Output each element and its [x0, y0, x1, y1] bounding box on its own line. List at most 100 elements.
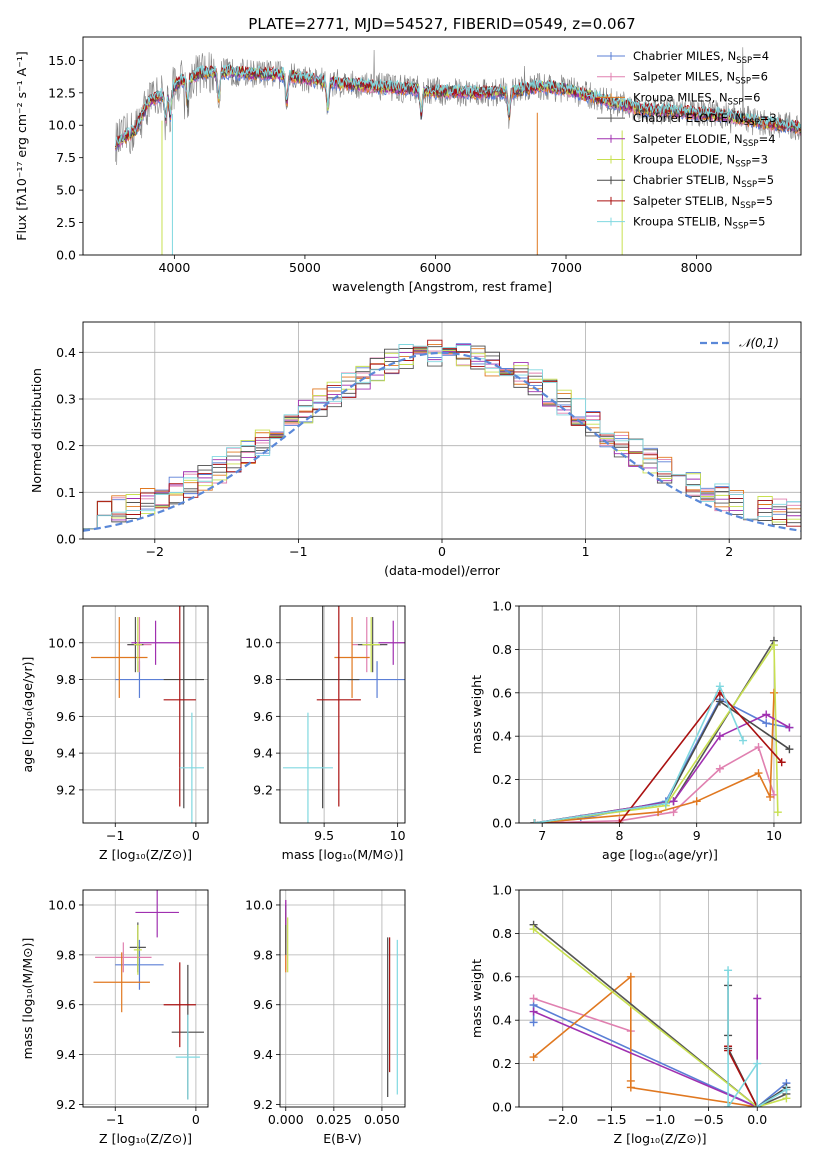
y-axis-label: mass [log₁₀(M/M⊙)]: [20, 938, 35, 1060]
axes-frame: [82, 36, 802, 256]
y-tick-label: 9.8: [253, 947, 273, 962]
plot-area: [529, 920, 791, 1107]
mass-weight-marker: [762, 710, 771, 719]
legend-value: =3: [760, 111, 777, 125]
y-axis-label: Flux [fλ10⁻¹⁷ erg cm⁻² s⁻¹ A⁻¹]: [14, 51, 29, 240]
legend-label: Salpeter ELODIE, NSSP=4: [633, 132, 776, 149]
mass-weight-series-4: [533, 998, 759, 1107]
legend-subscript: SSP: [741, 180, 757, 190]
y-tick-label: 12.5: [48, 85, 76, 100]
mass-weight-series-5: [533, 928, 787, 1107]
mass-weight-series-1: [534, 745, 775, 823]
y-tick-label: 10.0: [48, 897, 76, 912]
plot-area: [91, 606, 204, 823]
mass-weight-series-8: [534, 684, 744, 823]
legend-value: =4: [752, 49, 769, 63]
y-tick-label: 0.1: [56, 485, 76, 500]
spectrum-panel: 4000 5000 6000 7000 8000 0.0 2.5 5.0 7.5 10.0 12.5…: [14, 36, 802, 294]
mass-weight-marker: [626, 1083, 635, 1092]
histogram-panel: −2 −1 0 1 2 0.0 0.1 0.2 0.3 0.4 (data-model)/error…: [29, 321, 802, 578]
x-tick-label: 1: [582, 544, 590, 559]
legend-subscript: SSP: [736, 56, 752, 66]
x-tick-label: 0: [192, 828, 200, 843]
mass-weight-marker: [715, 732, 724, 741]
mass-weight-marker: [782, 1094, 791, 1103]
y-tick-label: 0.2: [492, 1056, 512, 1071]
y-tick-label: 9.4: [56, 746, 76, 761]
mass-weight-series-7: [534, 691, 783, 823]
x-tick-label: 9: [693, 828, 701, 843]
legend-label: Kroupa STELIB, NSSP=5: [633, 215, 765, 232]
y-axis-label: age [log₁₀(age/yr)]: [20, 657, 35, 773]
model-spectrum-8: [115, 63, 801, 146]
y-tick-label: 9.8: [253, 672, 273, 687]
mass-weight-marker: [785, 745, 794, 754]
plot-area: [285, 899, 398, 1098]
y-tick-label: 9.2: [56, 1097, 76, 1112]
x-tick-label: 0.025: [316, 1112, 352, 1127]
mass-weight-marker: [529, 925, 538, 934]
x-tick-label: 10: [766, 828, 782, 843]
mass-weight-marker: [766, 792, 775, 801]
y-tick-label: 9.6: [253, 709, 273, 724]
x-tick-label: 8000: [681, 260, 713, 275]
mass-weight-marker: [773, 808, 782, 817]
mass-weight-marker: [782, 1085, 791, 1094]
y-tick-label: 0.0: [492, 816, 512, 831]
chart-title: PLATE=2771, MJD=54527, FIBERID=0549, z=0…: [248, 15, 635, 33]
x-axis-label: Z [log₁₀(Z/Z⊙)]: [614, 1131, 707, 1146]
x-axis-label: Z [log₁₀(Z/Z⊙)]: [99, 847, 192, 862]
y-tick-label: 9.6: [56, 997, 76, 1012]
plot-area: [530, 636, 794, 823]
axes-frame: [279, 605, 406, 824]
x-axis-label: mass [log₁₀(M/M⊙)]: [282, 847, 404, 862]
y-tick-label: 5.0: [56, 183, 76, 198]
y-tick-label: 0.4: [492, 1013, 512, 1028]
x-tick-label: 0: [438, 544, 446, 559]
x-tick-label: 6000: [420, 260, 452, 275]
spectrum-legend: Chabrier MILES, NSSP=4 Salpeter MILES, NS…: [597, 49, 777, 232]
y-tick-label: 0.3: [56, 392, 76, 407]
y-tick-label: 9.2: [253, 782, 273, 797]
x-tick-label: 0: [192, 1112, 200, 1127]
y-tick-label: 2.5: [56, 215, 76, 230]
y-tick-label: 0.0: [492, 1100, 512, 1115]
y-tick-label: 9.4: [253, 1047, 273, 1062]
axes-frame: [279, 889, 406, 1108]
y-tick-label: 10.0: [48, 118, 76, 133]
x-tick-label: 0.050: [364, 1112, 400, 1127]
age-vs-z-panel: −1 0 9.2 9.4 9.6 9.8 10.0 Z [log₁₀(Z/Z⊙)] age [l…: [20, 605, 209, 862]
y-tick-label: 0.4: [56, 345, 76, 360]
legend-label: 𝒩(0,1): [739, 336, 779, 350]
age-vs-mass-panel: 9.5 10 9.2 9.4 9.6 9.8 10.0 mass [log₁₀(M/M⊙)]: [245, 605, 406, 862]
mass-weight-marker: [724, 1103, 733, 1107]
mass-weight-marker: [715, 764, 724, 773]
y-tick-label: 10.0: [245, 635, 273, 650]
y-tick-label: 0.4: [492, 729, 512, 744]
x-axis-label: (data-model)/error: [384, 563, 501, 578]
y-axis-label: mass weight: [469, 675, 484, 754]
legend-subscript: SSP: [728, 97, 744, 107]
x-tick-label: −1: [289, 544, 307, 559]
x-axis-label: E(B-V): [323, 1131, 362, 1146]
mass-weight-series-2: [534, 692, 775, 823]
y-tick-label: 0.8: [492, 642, 512, 657]
mass-weight-marker: [626, 972, 635, 981]
mass-weight-series-3: [533, 924, 787, 1107]
y-tick-label: 9.6: [56, 709, 76, 724]
x-axis-label: Z [log₁₀(Z/Z⊙)]: [99, 1131, 192, 1146]
legend-value: =6: [751, 70, 768, 84]
mass-weight-marker: [754, 743, 763, 752]
x-tick-label: 0.000: [268, 1112, 304, 1127]
x-tick-label: −2.0: [548, 1112, 578, 1127]
mass-weight-marker: [692, 797, 701, 806]
legend-value: =5: [748, 215, 765, 229]
y-tick-label: 10.0: [48, 635, 76, 650]
x-tick-label: −1.0: [645, 1112, 675, 1127]
mass-weight-marker: [753, 1059, 762, 1068]
y-tick-label: 0.8: [492, 926, 512, 941]
mass-weight-marker: [615, 819, 624, 823]
y-tick-label: 9.4: [56, 1047, 76, 1062]
mass-weight-marker: [769, 641, 778, 650]
